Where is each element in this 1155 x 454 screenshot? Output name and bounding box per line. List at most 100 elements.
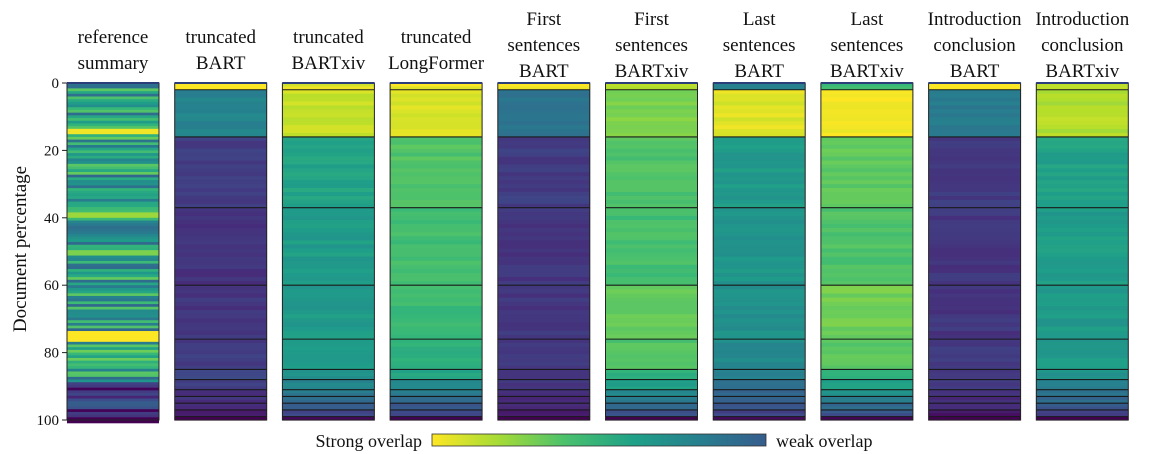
heatmap-cell bbox=[713, 252, 806, 258]
heatmap-cell bbox=[605, 310, 698, 315]
heatmap-cell bbox=[390, 260, 483, 266]
heatmap-cell bbox=[605, 260, 698, 266]
heatmap-cell bbox=[282, 386, 375, 391]
heatmap-cell bbox=[1036, 310, 1129, 315]
heatmap-cell bbox=[497, 318, 590, 324]
heatmap-stripe bbox=[67, 128, 159, 133]
heatmap-cell bbox=[928, 389, 1021, 394]
heatmap-stripe bbox=[67, 182, 159, 187]
heatmap-cell bbox=[174, 376, 267, 381]
heatmap-stripe bbox=[67, 239, 159, 243]
heatmap-stripe bbox=[67, 220, 159, 224]
heatmap-stripe bbox=[67, 274, 159, 278]
heatmap-cell bbox=[390, 365, 483, 371]
heatmap-cell bbox=[497, 393, 590, 398]
heatmap-cell bbox=[820, 379, 913, 384]
heatmap-cell bbox=[1036, 256, 1129, 262]
heatmap-cell bbox=[174, 156, 267, 162]
heatmap-cell bbox=[174, 248, 267, 254]
heatmap-cell bbox=[1036, 93, 1129, 99]
heatmap-stripe bbox=[67, 411, 159, 416]
heatmap-stripe bbox=[67, 384, 159, 389]
heatmap-cell bbox=[928, 195, 1021, 201]
heatmap-cell bbox=[713, 113, 806, 118]
y-tick-label: 100 bbox=[37, 413, 60, 429]
heatmap-cell bbox=[605, 195, 698, 201]
heatmap-cell bbox=[713, 228, 806, 233]
y-tick-label: 0 bbox=[52, 76, 60, 92]
heatmap-cell bbox=[174, 396, 267, 401]
heatmap-cell bbox=[282, 97, 375, 103]
heatmap-cell bbox=[605, 240, 698, 246]
heatmap-cell bbox=[497, 83, 590, 87]
heatmap-cell bbox=[390, 244, 483, 250]
heatmap-column bbox=[928, 82, 1022, 421]
heatmap-cell bbox=[1036, 240, 1129, 246]
heatmap-cell bbox=[713, 195, 806, 201]
y-tick-label: 20 bbox=[44, 143, 59, 159]
heatmap-cell bbox=[390, 289, 483, 295]
heatmap-cell bbox=[928, 293, 1021, 299]
heatmap-cell bbox=[390, 211, 483, 217]
heatmap-cell bbox=[174, 389, 267, 394]
heatmap-cell bbox=[820, 121, 913, 126]
heatmap-cell bbox=[1036, 297, 1129, 303]
column-title-line: sentences bbox=[830, 35, 903, 56]
heatmap-cell bbox=[820, 272, 913, 278]
heatmap-column bbox=[1035, 82, 1129, 421]
heatmap-cell bbox=[1036, 97, 1129, 103]
heatmap-cell bbox=[928, 109, 1021, 114]
heatmap-cell bbox=[605, 211, 698, 217]
heatmap-cell bbox=[174, 379, 267, 384]
heatmap-cell bbox=[820, 293, 913, 299]
heatmap-cell bbox=[820, 389, 913, 394]
heatmap-cell bbox=[713, 382, 806, 387]
heatmap-cell bbox=[713, 289, 806, 295]
heatmap-cell bbox=[928, 248, 1021, 254]
heatmap-cell bbox=[497, 260, 590, 266]
heatmap-column bbox=[66, 82, 160, 424]
heatmap-stripe bbox=[67, 331, 159, 335]
heatmap-cell bbox=[1036, 264, 1129, 270]
heatmap-cell bbox=[820, 372, 913, 377]
heatmap-cell bbox=[1036, 172, 1129, 177]
heatmap-cell bbox=[820, 109, 913, 114]
heatmap-column bbox=[281, 82, 375, 421]
heatmap-cell bbox=[282, 172, 375, 177]
heatmap-stripe bbox=[67, 363, 159, 367]
heatmap-stripe bbox=[67, 260, 159, 265]
heatmap-stripe bbox=[67, 339, 159, 343]
heatmap-cell bbox=[713, 361, 806, 367]
heatmap-cell bbox=[174, 191, 267, 197]
heatmap-cell bbox=[390, 240, 483, 246]
heatmap-cell bbox=[390, 195, 483, 201]
heatmap-cell bbox=[282, 409, 375, 414]
heatmap-cell bbox=[390, 379, 483, 384]
heatmap-cell bbox=[713, 326, 806, 332]
heatmap-cell bbox=[390, 101, 483, 107]
heatmap-cell bbox=[282, 334, 375, 340]
heatmap-cell bbox=[605, 413, 698, 418]
heatmap-cell bbox=[497, 176, 590, 181]
heatmap-cell bbox=[1036, 393, 1129, 398]
heatmap-cell bbox=[174, 86, 267, 91]
heatmap-cell bbox=[282, 354, 375, 359]
heatmap-column bbox=[820, 82, 914, 421]
heatmap-stripe bbox=[67, 290, 159, 294]
heatmap-cell bbox=[1036, 334, 1129, 340]
heatmap-cell bbox=[820, 195, 913, 201]
heatmap-cell bbox=[390, 203, 483, 209]
heatmap-cell bbox=[390, 172, 483, 177]
heatmap-column bbox=[174, 82, 268, 421]
heatmap-stripe bbox=[67, 401, 159, 405]
heatmap-stripe bbox=[67, 414, 159, 418]
heatmap-cell bbox=[820, 301, 913, 307]
heatmap-cell bbox=[282, 272, 375, 278]
heatmap-cell bbox=[928, 326, 1021, 332]
heatmap-cell bbox=[713, 334, 806, 340]
heatmap-cell bbox=[605, 358, 698, 363]
heatmap-cell bbox=[605, 252, 698, 258]
heatmap-stripe bbox=[67, 83, 159, 87]
heatmap-stripe bbox=[67, 368, 159, 373]
heatmap-cell bbox=[390, 86, 483, 91]
